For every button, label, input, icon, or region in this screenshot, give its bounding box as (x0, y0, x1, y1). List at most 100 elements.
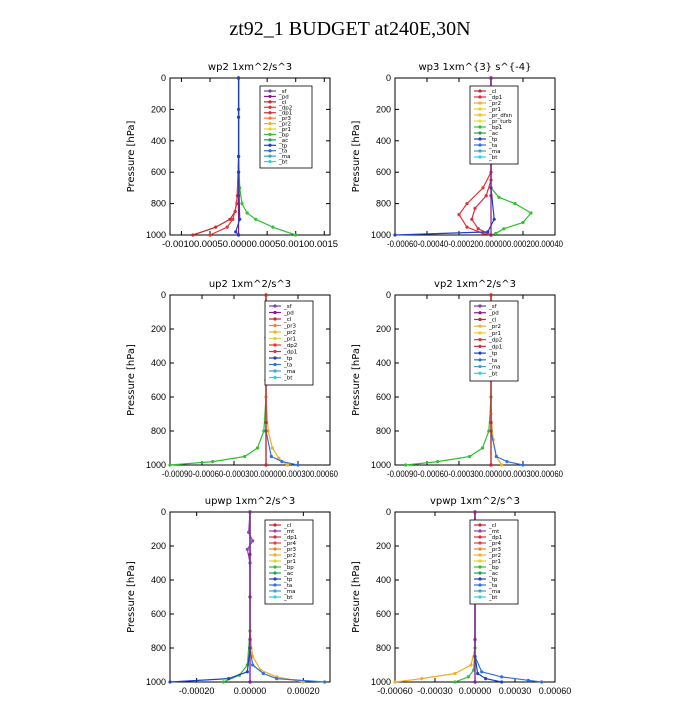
series-point-pr2 (500, 463, 504, 467)
legend-marker (273, 547, 277, 551)
legend-marker (273, 362, 277, 367)
legend-label: _pr2 (488, 324, 501, 330)
chart-wp2: wp2 1xm^2/s^3 0 200 400 600 800 1000 Pressure [… (126, 62, 338, 249)
legend-label: _bt (283, 595, 293, 601)
legend-label: _bp (278, 132, 289, 138)
series-point-bp (529, 211, 533, 215)
y-tick-label: 400 (376, 575, 391, 585)
series-point-bp (254, 217, 258, 221)
series-point-pd (248, 680, 252, 684)
x-tick-label: 0.00000 (234, 686, 267, 696)
legend-label: _dp2 (278, 105, 292, 111)
chart-vpwp: vpwp 1xm^2/s^3 0 200 400 600 800 1000 Pressure … (351, 496, 571, 696)
y-tick-label: 600 (151, 167, 166, 177)
y-axis-label: Pressure [hPa] (126, 344, 137, 416)
legend-marker (268, 132, 272, 137)
legend-marker (273, 541, 277, 545)
series-point-dp2 (208, 233, 212, 237)
y-tick-label: 800 (151, 643, 166, 653)
legend-label: _pr3 (488, 547, 502, 553)
legend-marker (478, 529, 482, 533)
chart-panel-vpwp: vpwp 1xm^2/s^3 0 200 400 600 800 1000 Pressure … (351, 490, 585, 700)
series-point-cl (264, 420, 268, 425)
series-point-pd (489, 233, 493, 237)
legend-label: _ta (488, 583, 497, 589)
legend-marker (273, 589, 277, 593)
legend-marker (268, 94, 272, 99)
series-point-bp (221, 680, 225, 684)
series-line-pr2 (394, 512, 476, 683)
series-point-cl (214, 225, 218, 229)
legend-marker (478, 311, 482, 315)
y-tick-label: 400 (376, 136, 391, 146)
legend-label: _tp (488, 577, 498, 583)
y-tick-label: 400 (151, 136, 166, 146)
y-tick-label: 200 (151, 104, 166, 114)
series-point-tp (168, 680, 172, 684)
y-tick-label: 400 (376, 358, 391, 368)
series-point-cl (228, 217, 232, 221)
chart-title: wp3 1xm^{3} s^{-4} (418, 62, 531, 73)
legend-label: _ma (488, 365, 500, 371)
x-tick-label: 0.00000 (459, 686, 492, 696)
series-point-pd (489, 76, 493, 80)
series-point-bp (521, 220, 525, 225)
legend-label: _dp1 (283, 350, 297, 356)
y-tick-label: 600 (376, 392, 391, 402)
plot-frame (169, 77, 331, 236)
series-point-pd (473, 510, 477, 514)
series-point-ta (521, 463, 525, 467)
series-point-pr2 (277, 456, 281, 460)
legend-label: _ma (488, 149, 500, 155)
legend-marker (478, 559, 482, 563)
y-tick-label: 0 (161, 73, 166, 83)
series-point-ta (494, 454, 498, 459)
legend-marker (273, 369, 277, 373)
legend-marker (268, 149, 272, 153)
x-tick-labels: -0.00060-0.00040-0.000200.000000.000200.… (387, 239, 563, 249)
series-point-bp (245, 211, 249, 215)
legend-label: _pr4 (283, 541, 297, 547)
legend-label: _pr1 (278, 127, 291, 133)
legend-label: _bp1 (488, 125, 502, 131)
series-point-pd (248, 510, 252, 514)
series-point-ta (269, 454, 273, 459)
series-point-pd (473, 680, 477, 684)
legend-marker (273, 571, 277, 575)
series-point-ta (540, 680, 544, 684)
legend-label: _bt (283, 376, 293, 382)
y-tick-label: 1000 (146, 677, 166, 687)
legend-marker (478, 143, 482, 147)
series-point-bp (243, 454, 247, 459)
legend-label: _tp (283, 356, 293, 362)
y-tick-label: 600 (151, 609, 166, 619)
series-point-tp (500, 680, 504, 684)
legend-label: _bt (488, 371, 498, 377)
legend-label: _ta (283, 583, 292, 589)
legend-label: _tp (278, 143, 288, 149)
legend-marker (478, 101, 482, 105)
series-point-ta (275, 677, 279, 681)
legend-marker (268, 116, 272, 120)
legend-label: _cl (278, 100, 287, 106)
y-axis-label: Pressure [hPa] (351, 344, 362, 416)
legend-label: _pr1 (488, 107, 501, 113)
legend-label: _bp (488, 565, 499, 571)
chart-vp2: vp2 1xm^2/s^3 0 200 400 600 800 1000 Pressure [… (351, 279, 563, 479)
legend-marker (268, 138, 272, 142)
y-tick-label: 200 (376, 104, 391, 114)
y-tick-label: 200 (376, 324, 391, 334)
x-tick-label: -0.00060 (377, 686, 413, 696)
series-point-dp1 (484, 194, 488, 198)
series-point-pd (489, 194, 493, 198)
series-point-bp (255, 446, 260, 450)
legend-label: _pr1 (283, 559, 296, 565)
chart-upwp: upwp 1xm^2/s^3 0 200 400 600 800 1000 Pressure … (126, 496, 331, 696)
legend-label: _ac (488, 571, 498, 577)
legend-label: _pr2 (283, 330, 296, 336)
series-point-tp (393, 233, 397, 237)
legend-marker (273, 323, 277, 328)
series-point-cl (489, 293, 493, 297)
y-axis-label: Pressure [hPa] (126, 561, 137, 633)
legend-box (469, 300, 519, 382)
